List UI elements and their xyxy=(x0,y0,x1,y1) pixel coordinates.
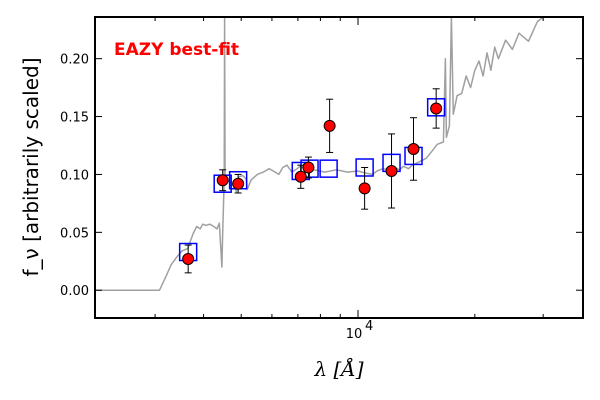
annotation-eazy: EAZY best-fit xyxy=(114,40,239,60)
sed-template-layer xyxy=(95,17,560,291)
observed-flux-point xyxy=(407,142,420,155)
plot-frame xyxy=(94,16,584,319)
observed-flux-point xyxy=(232,177,245,190)
observed-flux-point xyxy=(302,161,315,174)
sed-template-line xyxy=(95,17,560,291)
observed-flux-point xyxy=(385,164,398,177)
x-axis-label: λ [Å] xyxy=(313,356,363,381)
x-tick-label-exponent: 4 xyxy=(365,319,373,334)
observed-flux-layer xyxy=(182,102,443,265)
y-axis-label: f_ν [arbitrarily scaled] xyxy=(19,58,43,277)
y-tick-label: 0.15 xyxy=(60,111,89,126)
observed-flux-point xyxy=(216,174,229,187)
observed-flux-point xyxy=(294,170,307,183)
model-flux-square xyxy=(319,159,338,178)
x-tick-label: 10 xyxy=(346,327,363,342)
observed-flux-point xyxy=(323,119,336,132)
y-tick-label: 0.10 xyxy=(60,168,89,183)
observed-flux-point xyxy=(430,102,443,115)
y-tick-label: 0.00 xyxy=(60,284,89,299)
axis-ticks: 0.00 0.05 0.10 0.15 0.20 104 xyxy=(60,17,583,342)
y-tick-label: 0.20 xyxy=(60,53,89,68)
y-axis-label-group: f_ν [arbitrarily scaled] xyxy=(19,58,43,277)
observed-flux-point xyxy=(182,252,195,265)
y-tick-label: 0.05 xyxy=(60,226,89,241)
observed-flux-point xyxy=(358,182,371,195)
